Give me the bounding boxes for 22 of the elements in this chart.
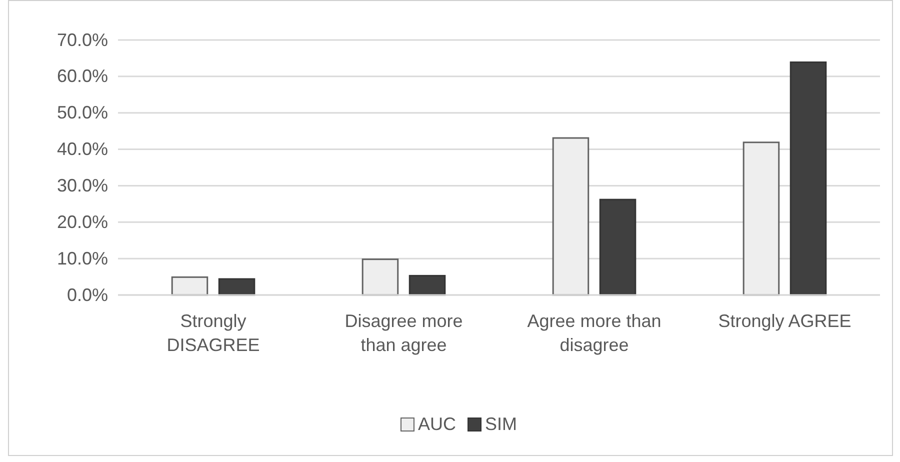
x-tick-label: Agree more than disagree [527,311,662,355]
legend-label: AUC [418,414,456,434]
y-tick-label: 10.0% [56,248,108,268]
bar [171,276,208,296]
x-tick-label: Disagree more than agree [344,311,463,355]
y-tick-label: 60.0% [56,66,108,86]
bar [599,198,636,296]
bar [742,142,780,296]
bar [362,258,399,296]
y-tick-label: 50.0% [56,102,108,123]
x-tick-label: Strongly DISAGREE [166,311,260,355]
y-tick-label: 0.0% [66,284,108,305]
legend-label: SIM [485,414,518,434]
y-tick-label: 30.0% [56,175,108,196]
x-tick-label: Strongly AGREE [718,311,852,331]
bar [790,61,827,296]
y-tick-label: 20.0% [56,212,108,232]
y-tick-label: 40.0% [56,139,108,160]
bar [552,137,590,296]
bar [408,274,446,296]
bar [218,278,256,296]
y-tick-label: 70.0% [56,30,108,50]
